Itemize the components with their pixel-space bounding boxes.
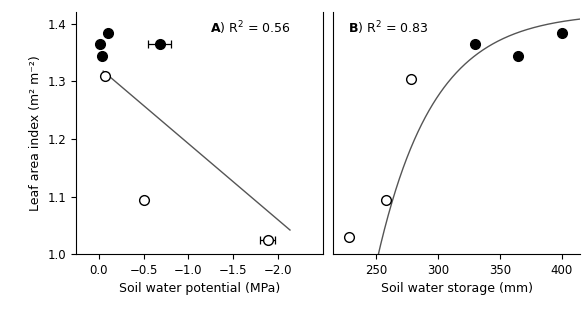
Text: $\mathbf{A}$) R$^2$ = 0.56: $\mathbf{A}$) R$^2$ = 0.56 — [210, 20, 290, 37]
X-axis label: Soil water potential (MPa): Soil water potential (MPa) — [119, 282, 280, 295]
Y-axis label: Leaf area index (m² m⁻²): Leaf area index (m² m⁻²) — [29, 55, 42, 211]
Text: $\mathbf{B}$) R$^2$ = 0.83: $\mathbf{B}$) R$^2$ = 0.83 — [348, 20, 428, 37]
X-axis label: Soil water storage (mm): Soil water storage (mm) — [381, 282, 533, 295]
